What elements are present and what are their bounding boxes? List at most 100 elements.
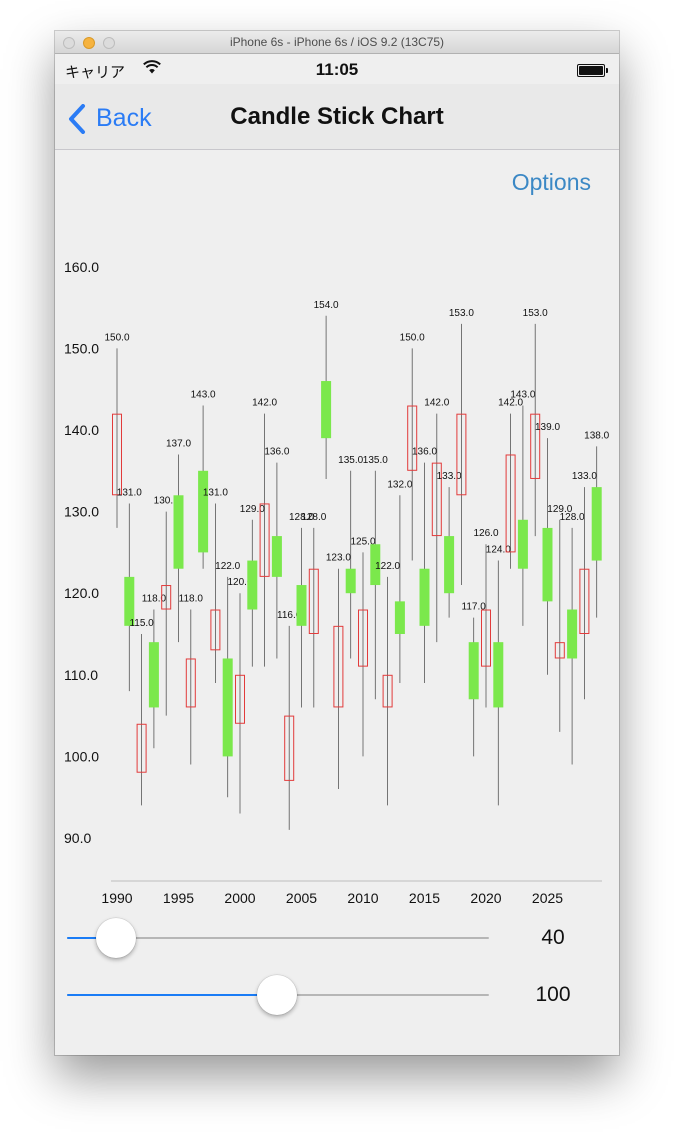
candle-value-label: 137.0	[166, 438, 191, 449]
candle-value-label: 150.0	[400, 332, 425, 343]
candle-body-decreasing	[579, 568, 590, 634]
chevron-left-icon	[67, 104, 87, 139]
candle-value-label: 122.0	[375, 561, 400, 572]
candle-value-label: 154.0	[314, 300, 339, 311]
x-tick-label: 2025	[532, 890, 563, 904]
device-screen: キャリア 11:05 Back	[55, 54, 619, 1055]
candle-value-label: 123.0	[326, 553, 351, 564]
wifi-icon	[143, 60, 161, 79]
back-button-label: Back	[96, 104, 152, 132]
candle-body-decreasing	[505, 454, 516, 553]
candle-value-label: 124.0	[486, 545, 511, 556]
candle-body-decreasing	[358, 609, 368, 667]
options-button[interactable]: Options	[511, 169, 591, 195]
battery-icon	[577, 64, 609, 77]
candle-value-label: 142.0	[252, 398, 277, 409]
candle-value-label: 131.0	[203, 487, 228, 498]
candle-body-increasing	[222, 658, 233, 757]
y-tick-label: 130.0	[64, 504, 99, 520]
simulator-window: iPhone 6s - iPhone 6s / iOS 9.2 (13C75) …	[55, 31, 619, 1055]
status-bar: キャリア 11:05	[55, 54, 619, 84]
candle-body-increasing	[493, 642, 504, 708]
candle-body-increasing	[198, 470, 209, 553]
candle-value-label: 116.0	[277, 610, 302, 621]
candle-body-increasing	[591, 487, 602, 561]
candle-body-decreasing	[235, 674, 245, 724]
x-tick-label: 2015	[409, 890, 440, 904]
slider-fill	[67, 937, 116, 939]
candle-value-label: 136.0	[264, 447, 289, 458]
candle-value-label: 118.0	[179, 594, 204, 605]
window-titlebar: iPhone 6s - iPhone 6s / iOS 9.2 (13C75)	[55, 31, 619, 54]
candle-body-increasing	[394, 601, 405, 634]
x-tick-label: 1990	[101, 890, 132, 904]
x-tick-label: 2010	[347, 890, 378, 904]
x-tick-label: 2020	[470, 890, 501, 904]
candle-value-label: 126.0	[473, 528, 498, 539]
candle-body-decreasing	[161, 585, 172, 610]
carrier-label: キャリア	[65, 64, 126, 81]
candle-body-decreasing	[308, 568, 319, 634]
candle-value-label: 118.0	[142, 594, 167, 605]
candle-body-increasing	[517, 519, 528, 569]
slider-x-value: 40	[541, 926, 565, 949]
candle-value-label: 143.0	[510, 390, 535, 401]
candle-body-decreasing	[210, 609, 221, 651]
candle-value-label: 129.0	[240, 504, 265, 515]
candle-value-label: 122.0	[215, 561, 240, 572]
y-tick-label: 150.0	[64, 340, 99, 356]
candle-body-increasing	[542, 527, 553, 602]
candle-body-increasing	[296, 585, 307, 626]
candle-value-label: 135.0	[363, 455, 388, 466]
candle-body-decreasing	[431, 462, 442, 537]
candle-value-label: 132.0	[387, 479, 412, 490]
candle-body-decreasing	[481, 609, 491, 667]
minimize-window-button[interactable]	[83, 37, 95, 49]
x-tick-label: 1995	[163, 890, 194, 904]
candle-body-decreasing	[407, 405, 418, 471]
candlestick-chart: 90.0 100.0 110.0 120.0 130.0 140.0 150.0 160.0 1…	[64, 259, 610, 904]
candle-body-increasing	[419, 568, 430, 626]
candle-value-label: 131.0	[117, 487, 142, 498]
slider-thumb[interactable]	[256, 975, 297, 1015]
navigation-bar: Back Candle Stick Chart	[55, 84, 619, 150]
candle-value-label: 138.0	[584, 430, 609, 441]
candle-value-label: 153.0	[449, 308, 474, 319]
candle-body-increasing	[345, 568, 356, 594]
zoom-window-button[interactable]	[103, 37, 115, 49]
candle-body-increasing	[444, 536, 455, 594]
candle-value-label: 129.0	[547, 504, 572, 515]
candle-body-decreasing	[185, 658, 196, 708]
x-tick-label: 2000	[224, 890, 255, 904]
candle-body-decreasing	[554, 642, 565, 659]
candle-value-label: 150.0	[104, 332, 129, 343]
candle-value-label: 117.0	[462, 602, 487, 613]
candle-body-decreasing	[259, 503, 270, 577]
candle-body-increasing	[173, 495, 184, 569]
slider-y-value: 100	[535, 983, 571, 1006]
close-window-button[interactable]	[63, 37, 75, 49]
candle-value-label: 128.0	[301, 512, 326, 523]
candle-body-decreasing	[530, 413, 541, 479]
candle-body-decreasing	[112, 413, 122, 496]
slider-x-range[interactable]	[67, 918, 489, 958]
candle-value-label: 125.0	[350, 536, 375, 547]
candle-value-label: 143.0	[191, 390, 216, 401]
slider-fill	[67, 994, 277, 996]
candle-value-label: 142.0	[498, 398, 523, 409]
candle-value-label: 130.0	[154, 496, 179, 507]
y-tick-label: 140.0	[64, 422, 99, 438]
candle-body-decreasing	[136, 723, 147, 773]
y-tick-label: 120.0	[64, 585, 99, 601]
x-tick-label: 2005	[286, 890, 317, 904]
y-tick-label: 90.0	[64, 830, 91, 846]
slider-track	[67, 937, 489, 939]
candle-body-increasing	[271, 536, 282, 577]
candle-value-label: 133.0	[437, 471, 462, 482]
slider-y-range[interactable]	[67, 975, 489, 1015]
slider-thumb[interactable]	[95, 918, 136, 958]
y-tick-label: 110.0	[64, 667, 98, 683]
candle-value-label: 115.0	[129, 618, 154, 629]
window-title: iPhone 6s - iPhone 6s / iOS 9.2 (13C75)	[229, 35, 445, 49]
candle-body-increasing	[124, 576, 135, 626]
